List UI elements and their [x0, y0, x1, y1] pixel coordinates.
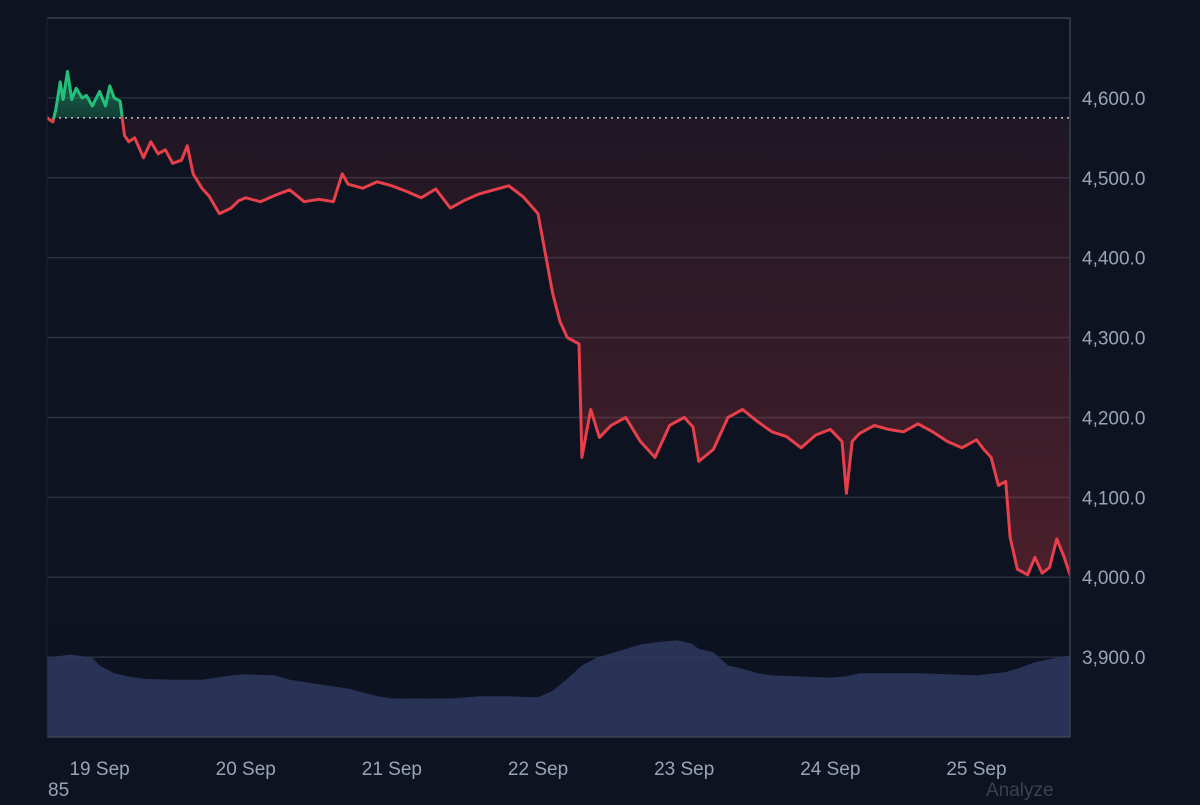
y-tick-label: 4,300.0 — [1082, 329, 1145, 350]
analyze-link[interactable]: Analyze — [986, 780, 1054, 801]
down-line-segment-3 — [120, 116, 1070, 577]
x-tick-label: 20 Sep — [216, 759, 276, 780]
plot-border — [47, 17, 1071, 738]
x-tick-label: 23 Sep — [654, 759, 714, 780]
volume-area — [46, 622, 1070, 737]
price-fill — [47, 71, 1070, 575]
x-tick-label: 22 Sep — [508, 759, 568, 780]
axes: 3,900.0 4,000.0 4,100.0 4,200.0 4,300.0 4,400… — [46, 17, 1145, 780]
x-tick-label: 25 Sep — [946, 759, 1006, 780]
x-tick-label: 21 Sep — [362, 759, 422, 780]
area-segment-3 — [122, 117, 1070, 575]
footer-left-label: 85 — [48, 780, 70, 801]
y-tick-label: 4,100.0 — [1082, 488, 1145, 509]
price-line[interactable] — [47, 70, 1070, 577]
y-tick-label: 4,000.0 — [1082, 568, 1145, 589]
y-tick-label: 4,600.0 — [1082, 89, 1145, 110]
x-tick-label: 24 Sep — [800, 759, 860, 780]
up-line-segment-2 — [52, 70, 124, 120]
y-tick-label: 4,400.0 — [1082, 249, 1145, 270]
x-tick-label: 19 Sep — [69, 759, 129, 780]
y-tick-label: 3,900.0 — [1082, 648, 1145, 669]
y-tick-label: 4,200.0 — [1082, 408, 1145, 429]
y-tick-label: 4,500.0 — [1082, 169, 1145, 190]
volume-shape — [47, 640, 1070, 737]
